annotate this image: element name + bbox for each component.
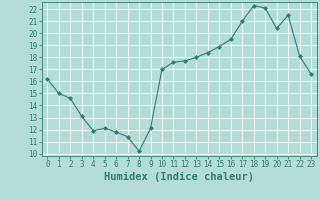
X-axis label: Humidex (Indice chaleur): Humidex (Indice chaleur) (104, 172, 254, 182)
